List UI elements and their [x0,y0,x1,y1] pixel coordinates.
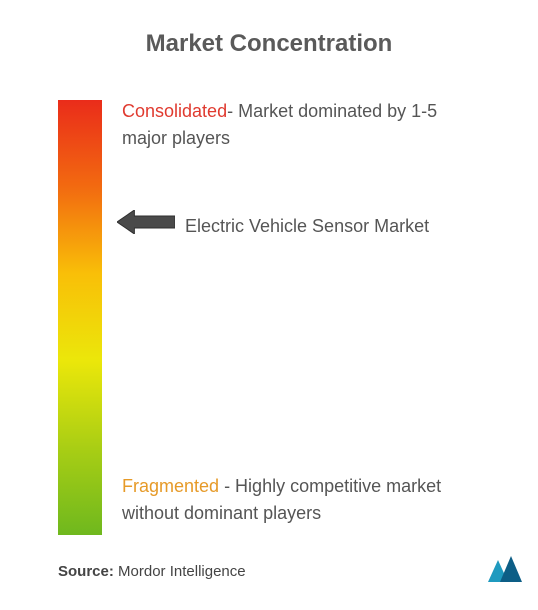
chart-title: Market Concentration [0,30,538,58]
source-value: Mordor Intelligence [118,563,246,580]
arrow-polygon [117,210,175,234]
concentration-gradient-bar [58,100,102,535]
source-line: Source: Mordor Intelligence [58,563,246,580]
logo-tri-2 [500,556,522,582]
consolidated-word: Consolidated [122,101,227,121]
fragmented-word: Fragmented [122,476,219,496]
source-label: Source: [58,563,114,580]
consolidated-label: Consolidated- Market dominated by 1-5 ma… [122,98,482,152]
marker-label: Electric Vehicle Sensor Market [185,213,429,240]
marker-arrow-icon [117,210,175,234]
mordor-logo-icon [488,556,522,582]
fragmented-label: Fragmented - Highly competitive market w… [122,473,482,527]
